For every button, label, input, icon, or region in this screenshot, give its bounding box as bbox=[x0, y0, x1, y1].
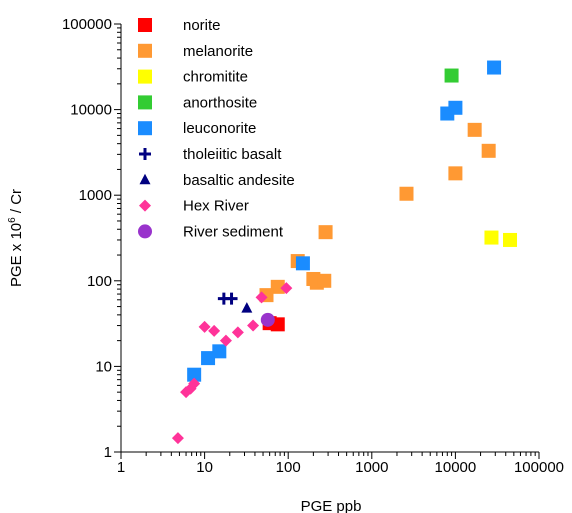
leuconorite-point bbox=[295, 256, 310, 271]
legend: norite melanorite chromitite anorthosite leu… bbox=[138, 17, 295, 240]
data-points bbox=[171, 60, 518, 445]
anorthosite-point bbox=[444, 68, 459, 83]
legend-basaltic-andesite-marker bbox=[139, 173, 151, 185]
x-tick-label: 10000 bbox=[435, 459, 477, 476]
y-tick-label: 1000 bbox=[79, 187, 112, 204]
legend-leuconorite-label: leuconorite bbox=[183, 120, 256, 137]
leuconorite-point bbox=[201, 351, 216, 366]
hex-river-point bbox=[247, 319, 260, 332]
leuconorite-point bbox=[487, 60, 502, 75]
y-tick-label: 100000 bbox=[62, 16, 112, 33]
melanorite-point bbox=[467, 122, 482, 137]
legend-leuconorite-marker bbox=[138, 121, 152, 136]
chromitite-point bbox=[484, 230, 499, 245]
basaltic-andesite-point bbox=[241, 302, 253, 313]
leuconorite-point bbox=[440, 106, 455, 121]
x-tick-label: 100000 bbox=[514, 459, 564, 476]
tholeiitic-basalt-point bbox=[225, 292, 238, 305]
hex-river-point bbox=[171, 432, 184, 445]
x-tick-label: 1000 bbox=[355, 459, 388, 476]
legend-norite-label: norite bbox=[183, 17, 221, 34]
legend-river-sediment-marker bbox=[138, 224, 152, 239]
melanorite-point bbox=[399, 186, 414, 201]
y-axis-label-tail: / Cr bbox=[8, 189, 25, 217]
legend-hex-river-marker bbox=[139, 199, 151, 212]
legend-melanorite-marker bbox=[138, 43, 152, 58]
hex-river-point bbox=[188, 377, 201, 390]
hex-river-point bbox=[198, 320, 211, 333]
chromitite-point bbox=[503, 232, 518, 247]
river-sediment-point bbox=[260, 312, 275, 327]
tick-labels: 1 10 100 1000 10000 100000 1 10 100 1000 10000 1000… bbox=[62, 16, 564, 476]
legend-chromitite-label: chromitite bbox=[183, 69, 248, 86]
y-tick-label: 1 bbox=[104, 444, 112, 461]
leuconorite-point bbox=[212, 344, 227, 359]
y-tick-label: 100 bbox=[87, 273, 112, 290]
melanorite-point bbox=[481, 143, 496, 158]
melanorite-point bbox=[448, 166, 463, 181]
legend-tholeiitic-basalt-marker bbox=[139, 148, 151, 160]
x-tick-label: 1 bbox=[117, 459, 125, 476]
hex-river-point bbox=[280, 282, 293, 295]
legend-tholeiitic-basalt-label: tholeiitic basalt bbox=[183, 146, 282, 163]
hex-river-point bbox=[208, 324, 221, 337]
legend-anorthosite-label: anorthosite bbox=[183, 94, 257, 111]
hex-river-point bbox=[231, 326, 244, 339]
legend-hex-river-label: Hex River bbox=[183, 198, 249, 215]
melanorite-point bbox=[270, 279, 285, 294]
y-tick-label: 10000 bbox=[70, 102, 112, 119]
y-axis-label: PGE x 106 / Cr bbox=[7, 189, 25, 287]
legend-anorthosite-marker bbox=[138, 95, 152, 110]
x-tick-label: 10 bbox=[196, 459, 213, 476]
x-tick-label: 100 bbox=[276, 459, 301, 476]
hex-river-point bbox=[219, 334, 232, 347]
hex-river-point bbox=[255, 291, 268, 304]
legend-river-sediment-label: River sediment bbox=[183, 223, 284, 240]
y-axis-label-superscript: 6 bbox=[7, 217, 18, 223]
axes bbox=[120, 24, 539, 453]
x-axis-label: PGE ppb bbox=[301, 498, 362, 513]
leuconorite-point bbox=[187, 367, 202, 382]
melanorite-point bbox=[318, 225, 333, 240]
legend-norite-marker bbox=[138, 18, 152, 32]
legend-melanorite-label: melanorite bbox=[183, 43, 253, 60]
melanorite-point bbox=[317, 273, 332, 288]
y-axis-label-main: PGE x 10 bbox=[8, 223, 25, 287]
legend-basaltic-andesite-label: basaltic andesite bbox=[183, 172, 295, 189]
y-tick-label: 10 bbox=[95, 358, 112, 375]
tick-marks bbox=[114, 23, 540, 459]
legend-chromitite-marker bbox=[138, 69, 152, 84]
